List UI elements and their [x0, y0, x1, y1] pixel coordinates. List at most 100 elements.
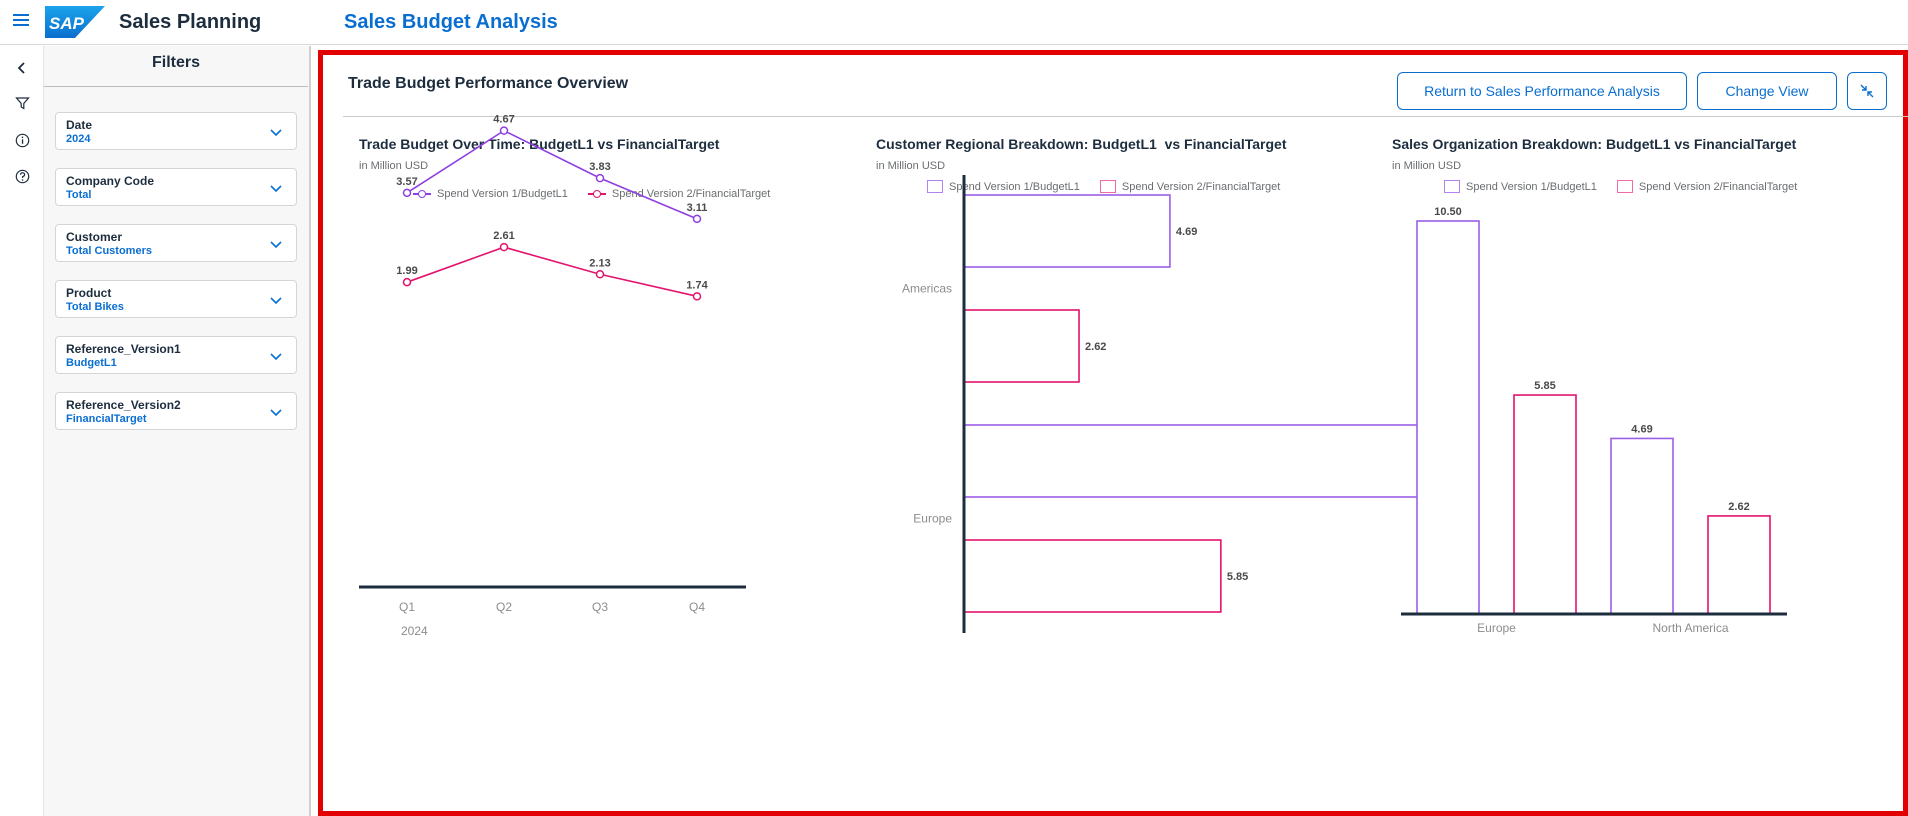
x-axis-group-label: 2024	[401, 624, 428, 638]
legend-item-series2[interactable]: Spend Version 2/FinancialTarget	[587, 188, 770, 200]
filter-reference-version2[interactable]: Reference_Version2 FinancialTarget	[55, 392, 297, 430]
legend-item-series1[interactable]: Spend Version 1/BudgetL1	[1444, 180, 1597, 193]
data-label: 1.99	[396, 265, 417, 277]
legend-label: Spend Version 1/BudgetL1	[437, 188, 568, 200]
change-view-button[interactable]: Change View	[1697, 72, 1837, 110]
legend-swatch	[413, 189, 431, 199]
x-tick-label: Europe	[1477, 621, 1516, 635]
chevron-down-icon[interactable]	[268, 348, 284, 364]
data-label: 3.11	[687, 202, 708, 214]
legend-label: Spend Version 2/FinancialTarget	[1638, 180, 1798, 193]
legend-swatch	[1444, 180, 1460, 193]
sales-org-chart-subtitle: in Million USD	[1392, 160, 1462, 172]
data-label: 2.62	[1085, 341, 1106, 353]
data-label: 5.85	[1534, 380, 1555, 392]
trade-budget-card: Trade Budget Performance Overview Return…	[318, 50, 1908, 816]
filter-icon[interactable]	[9, 90, 35, 116]
help-icon[interactable]	[9, 163, 35, 189]
filter-reference-version1[interactable]: Reference_Version1 BudgetL1	[55, 336, 297, 374]
legend-swatch	[927, 180, 943, 193]
chevron-down-icon[interactable]	[268, 124, 284, 140]
chevron-down-icon[interactable]	[268, 180, 284, 196]
y-tick-label: Europe	[913, 512, 952, 526]
data-label: 4.69	[1176, 226, 1197, 238]
hamburger-menu-icon[interactable]	[10, 9, 32, 31]
bar	[1416, 220, 1480, 615]
bar	[1707, 515, 1771, 615]
y-tick-label: Americas	[902, 282, 952, 296]
collapse-icon[interactable]	[9, 55, 35, 81]
data-label: 5.85	[1227, 571, 1248, 583]
data-label: 2.61	[493, 230, 514, 242]
line-chart-legend[interactable]: Spend Version 1/BudgetL1 Spend Version 2…	[413, 188, 770, 200]
data-label: 4.67	[493, 114, 514, 126]
legend-item-series2[interactable]: Spend Version 2/FinancialTarget	[1099, 180, 1281, 193]
filter-value: BudgetL1	[66, 357, 117, 369]
legend-label: Spend Version 1/BudgetL1	[1466, 180, 1597, 193]
filter-value: Total Bikes	[66, 301, 124, 313]
data-point	[499, 126, 509, 135]
exit-fullscreen-button[interactable]	[1847, 72, 1887, 110]
filter-label: Reference_Version2	[66, 398, 181, 412]
bar	[963, 194, 1171, 268]
data-point	[402, 277, 412, 287]
svg-text:SAP: SAP	[49, 14, 85, 33]
legend-label: Spend Version 2/FinancialTarget	[1121, 180, 1281, 193]
info-icon[interactable]	[9, 127, 35, 153]
regional-chart-title: Customer Regional Breakdown: BudgetL1 vs…	[876, 136, 1287, 152]
regional-chart-legend[interactable]: Spend Version 1/BudgetL1 Spend Version 2…	[927, 180, 1280, 193]
legend-item-series1[interactable]: Spend Version 1/BudgetL1	[413, 188, 568, 200]
filter-customer[interactable]: Customer Total Customers	[55, 224, 297, 262]
exit-fullscreen-icon	[1860, 84, 1874, 98]
bar	[1610, 437, 1674, 615]
line-chart-title: Trade Budget Over Time: BudgetL1 vs Fina…	[359, 136, 720, 152]
filter-value: Total Customers	[66, 245, 152, 257]
data-point	[692, 214, 702, 224]
x-tick-label: Q1	[399, 600, 415, 614]
sales-org-chart-title: Sales Organization Breakdown: BudgetL1 v…	[1392, 136, 1797, 152]
legend-label: Spend Version 1/BudgetL1	[949, 180, 1080, 193]
data-label: 3.57	[396, 176, 417, 188]
x-tick-label: Q4	[689, 600, 705, 614]
data-point	[402, 188, 412, 198]
filter-value: FinancialTarget	[66, 413, 147, 425]
legend-swatch	[1616, 180, 1633, 193]
filter-date[interactable]: Date 2024	[55, 112, 297, 150]
legend-item-series1[interactable]: Spend Version 1/BudgetL1	[927, 180, 1080, 193]
legend-item-series2[interactable]: Spend Version 2/FinancialTarget	[1616, 180, 1798, 193]
chevron-down-icon[interactable]	[268, 404, 284, 420]
line-chart: 3.57 4.67 3.83 3.11 1.99 2.61 2.13 1.74 Q1 Q2 Q3 Q4…	[359, 114, 746, 638]
data-point	[595, 270, 605, 279]
data-label: 4.69	[1631, 423, 1652, 435]
x-tick-label: Q3	[592, 600, 608, 614]
filter-product[interactable]: Product Total Bikes	[55, 280, 297, 318]
filter-label: Product	[66, 286, 112, 300]
sales-org-chart-legend[interactable]: Spend Version 1/BudgetL1 Spend Version 2…	[1444, 180, 1797, 193]
bar	[1513, 394, 1577, 615]
filter-label: Customer	[66, 230, 123, 244]
data-point	[499, 242, 509, 252]
x-tick-label: Q2	[496, 600, 512, 614]
bar	[963, 309, 1080, 383]
filters-title: Filters	[151, 54, 200, 71]
filter-company-code[interactable]: Company Code Total	[55, 168, 297, 206]
divider	[44, 86, 308, 87]
chevron-down-icon[interactable]	[268, 292, 284, 308]
x-tick-label: North America	[1652, 621, 1728, 635]
card-title: Trade Budget Performance Overview	[348, 75, 629, 92]
series-line-1	[406, 129, 698, 220]
data-label: 3.83	[589, 161, 610, 173]
left-rail	[0, 46, 44, 816]
bar	[963, 424, 1426, 498]
filters-panel: Filters Date 2024 Company Code Total Cus…	[44, 46, 311, 816]
filter-label: Date	[66, 118, 93, 132]
return-to-sales-performance-button[interactable]: Return to Sales Performance Analysis	[1397, 72, 1687, 110]
chevron-down-icon[interactable]	[268, 236, 284, 252]
data-label: 1.74	[686, 279, 708, 291]
filter-label: Company Code	[66, 174, 155, 188]
shell-bar: SAP Sales Planning Sales Budget Analysis	[0, 0, 1908, 45]
data-point	[692, 292, 702, 301]
app-title: Sales Planning	[119, 11, 262, 33]
filter-label: Reference_Version1	[66, 342, 181, 356]
line-chart-subtitle: in Million USD	[359, 160, 429, 172]
